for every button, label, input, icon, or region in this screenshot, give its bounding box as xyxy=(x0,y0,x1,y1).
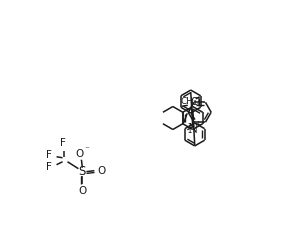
Text: S: S xyxy=(79,165,86,178)
Text: +: + xyxy=(194,120,201,129)
Text: N: N xyxy=(188,123,198,136)
Text: Cl: Cl xyxy=(191,97,201,107)
Text: CH₃: CH₃ xyxy=(181,97,197,106)
Text: O: O xyxy=(78,186,86,196)
Text: F: F xyxy=(46,150,52,160)
Text: O: O xyxy=(97,166,105,176)
Text: ⁻: ⁻ xyxy=(84,145,89,154)
Text: O: O xyxy=(75,149,83,159)
Text: F: F xyxy=(46,162,52,172)
Text: F: F xyxy=(60,138,65,148)
